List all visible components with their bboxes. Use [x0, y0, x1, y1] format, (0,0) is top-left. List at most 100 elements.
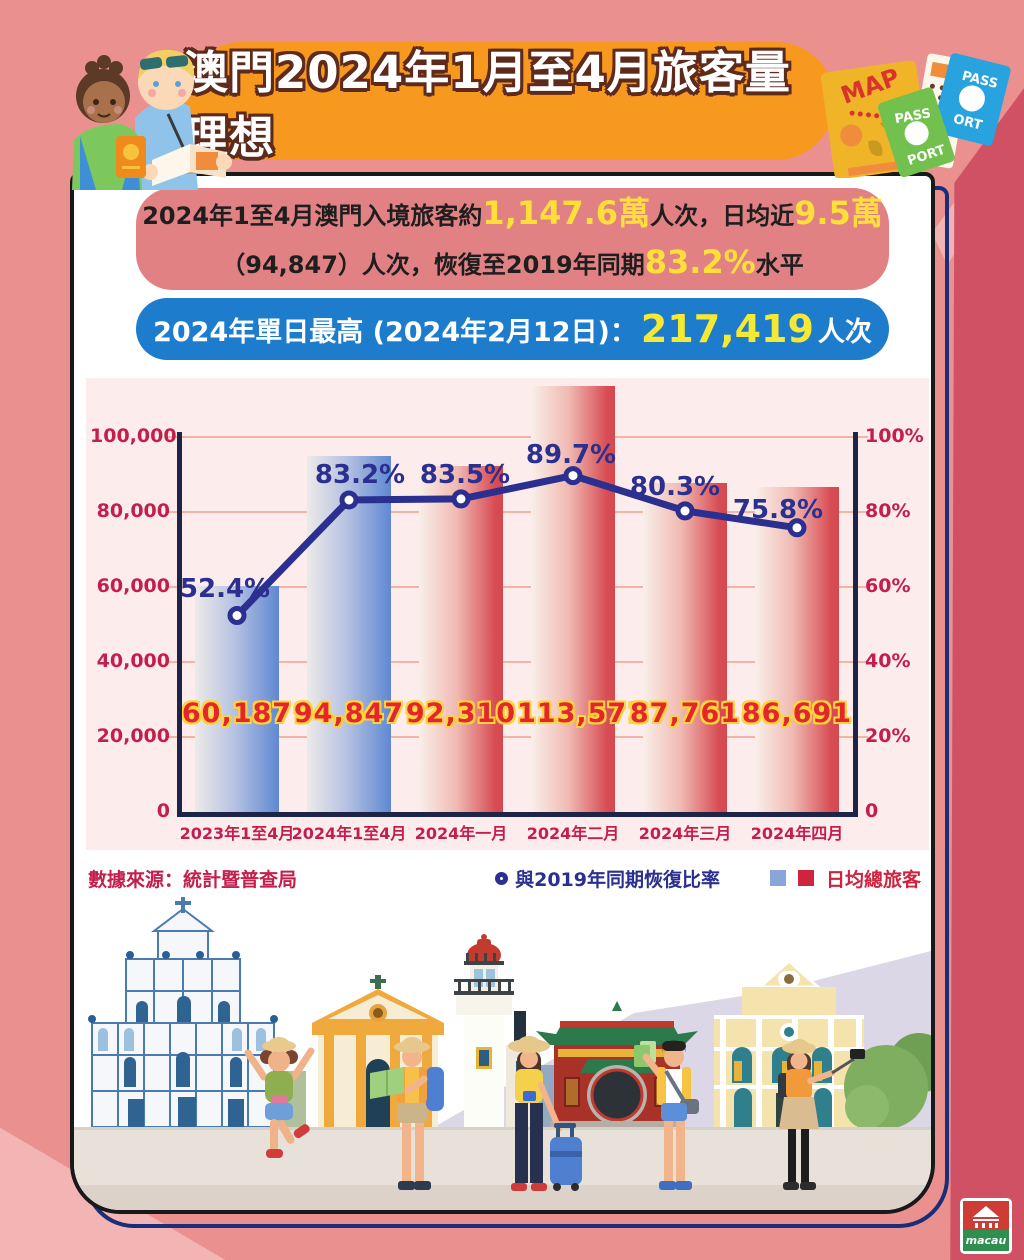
svg-text:PASS: PASS — [894, 106, 933, 127]
tourist-selfie-woman-illustration — [778, 1039, 865, 1190]
ruins-st-pauls-illustration — [88, 897, 278, 1128]
svg-text:ORT: ORT — [952, 112, 984, 134]
summary-line-2: （94,847）人次，恢復至2019年同期83.2%水平 — [221, 239, 803, 288]
legend-blue-square-icon — [769, 870, 786, 886]
y-axis-label: 40,000 — [96, 650, 170, 672]
gridline — [181, 736, 853, 738]
summary-text: 人次，日均近 — [650, 202, 795, 230]
x-axis-label: 2024年四月 — [750, 824, 844, 843]
summary-highlight-daily: 9.5萬 — [794, 194, 883, 232]
recovery-rate-line — [227, 466, 807, 625]
line-marker-icon — [495, 871, 509, 885]
bar-value-label: 92,310 — [405, 698, 517, 729]
right-axis-label: 0 — [865, 800, 879, 822]
summary-highlight-total: 1,147.6萬 — [482, 194, 651, 232]
y-axis-label: 80,000 — [96, 500, 170, 522]
record-box: 2024年單日最高 (2024年2月12日)： 217,419 人次 — [136, 298, 889, 360]
y-axis-line — [177, 432, 182, 817]
tourist-backpack-man-illustration — [370, 1037, 444, 1190]
x-axis-label: 2024年二月 — [526, 824, 620, 843]
bushes-illustration — [844, 1033, 931, 1129]
axis-tick — [854, 661, 868, 663]
line-point-marker — [339, 490, 359, 510]
line-point-label: 89.7% — [525, 439, 617, 470]
right-axis-label: 60% — [865, 575, 911, 597]
passport-blue-illustration: PASS ORT — [932, 53, 1011, 146]
bar-value-label: 87,761 — [629, 698, 741, 729]
gridline — [181, 436, 853, 438]
ground-edge — [74, 1127, 931, 1130]
x-axis-label: 2024年三月 — [638, 824, 732, 843]
bar-value-label: 94,847 — [293, 698, 405, 729]
passport-green-illustration: PASS PORT — [877, 87, 955, 178]
gridline — [181, 661, 853, 663]
summary-highlight-recovery: 83.2% — [644, 243, 756, 281]
right-axis-label: 20% — [865, 725, 911, 747]
axis-tick — [166, 511, 180, 513]
summary-text: 2024年1至4月澳門入境旅客約 — [142, 202, 483, 230]
record-unit: 人次 — [817, 316, 872, 348]
legend-bar-label: 日均總旅客 — [825, 868, 921, 891]
y-axis-label: 0 — [156, 800, 170, 822]
legend-line-item: 與2019年同期恢復比率 — [495, 865, 720, 892]
macau-scene-illustration — [74, 897, 931, 1210]
axis-tick — [854, 736, 868, 738]
x-axis-line — [177, 812, 858, 817]
logo-wordmark: macau — [963, 1230, 1009, 1251]
logo-facade-icon — [973, 1206, 999, 1228]
logo-emblem — [963, 1201, 1009, 1230]
y-axis-label: 60,000 — [96, 575, 170, 597]
tourist-jumping-girl-illustration — [244, 1037, 315, 1158]
line-point-marker — [451, 489, 471, 509]
legend-line-label: 與2019年同期恢復比率 — [515, 868, 720, 891]
traveler-kid-illustration — [72, 55, 146, 190]
summary-text: （94,847）人次，恢復至2019年同期 — [221, 251, 645, 279]
right-axis-label: 80% — [865, 500, 911, 522]
legend-red-square-icon — [797, 870, 814, 886]
line-point-label: 80.3% — [629, 471, 721, 502]
line-point-marker — [787, 518, 807, 538]
summary-text: 水平 — [755, 251, 804, 279]
bar-value-label: 86,691 — [741, 698, 853, 729]
bar-2024年一月 — [419, 466, 503, 812]
macau-tourism-logo: macau — [960, 1198, 1012, 1254]
right-axis-label: 40% — [865, 650, 911, 672]
x-axis-label: 2023年1至4月 — [179, 824, 295, 843]
travel-documents-illustration: MAP PASS ORT PASS PORT — [821, 53, 1011, 178]
axis-tick — [854, 436, 868, 438]
axis-tick — [166, 436, 180, 438]
summary-box: 2024年1至4月澳門入境旅客約1,147.6萬人次，日均近9.5萬 （94,8… — [136, 188, 889, 290]
bar-value-label: 60,187 — [181, 698, 293, 729]
tourist-woman-suitcase-illustration — [508, 1036, 582, 1191]
line-point-label: 83.2% — [314, 460, 406, 490]
right-axis-label: 100% — [865, 425, 924, 447]
tourist-ticket-guy-illustration — [634, 1040, 699, 1190]
axis-tick — [166, 661, 180, 663]
record-label: 2024年單日最高 (2024年2月12日)： — [153, 316, 637, 348]
infographic-card: 2024年1至4月澳門入境旅客約1,147.6萬人次，日均近9.5萬 （94,8… — [70, 172, 935, 1214]
bar-2024年三月 — [643, 483, 727, 812]
bar-2024年1至4月 — [307, 456, 391, 812]
travelers-illustration — [72, 49, 232, 190]
bar-value-label: 113,571 — [517, 698, 647, 729]
line-point-marker — [563, 466, 583, 486]
y-axis-label: 20,000 — [96, 725, 170, 747]
traveler-man-illustration — [135, 49, 232, 190]
line-point-label: 52.4% — [179, 573, 271, 604]
bar-2024年四月 — [755, 487, 839, 812]
summary-line-1: 2024年1至4月澳門入境旅客約1,147.6萬人次，日均近9.5萬 — [142, 190, 883, 239]
line-point-marker — [675, 501, 695, 521]
axis-tick — [854, 511, 868, 513]
right-axis-line — [853, 432, 858, 817]
axis-tick — [166, 736, 180, 738]
chart-footer: 數據來源：統計暨普查局 與2019年同期恢復比率 日均總旅客 — [88, 864, 921, 892]
line-point-label: 75.8% — [732, 494, 824, 525]
logo-text: macau — [965, 1234, 1007, 1247]
line-point-marker — [227, 606, 247, 625]
axis-tick — [166, 586, 180, 588]
y-axis-label: 100,000 — [90, 425, 177, 447]
chart-legend: 與2019年同期恢復比率 日均總旅客 — [495, 865, 921, 892]
gridline — [181, 511, 853, 513]
record-value: 217,419 — [640, 307, 814, 351]
